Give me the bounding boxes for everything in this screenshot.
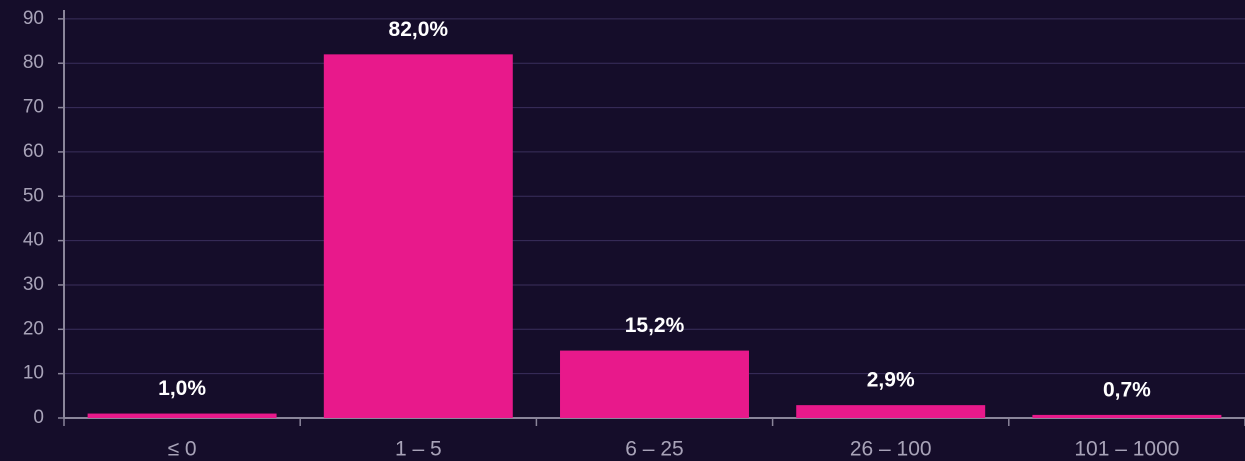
value-label: 1,0% [158, 377, 206, 400]
x-tick-label: 26 – 100 [850, 438, 932, 461]
value-label: 2,9% [867, 369, 915, 392]
y-tick-label: 20 [23, 318, 44, 339]
x-tick-label: 101 – 1000 [1074, 438, 1179, 461]
bar [1032, 414, 1222, 418]
x-tick-label: 1 – 5 [395, 438, 442, 461]
bar [560, 350, 749, 418]
value-label: 82,0% [389, 18, 449, 41]
y-tick-label: 70 [23, 97, 44, 118]
y-tick-label: 80 [23, 52, 44, 73]
value-label: 0,7% [1103, 378, 1151, 401]
x-tick-label: ≤ 0 [168, 438, 197, 461]
bar [87, 413, 277, 418]
y-tick-label: 10 [23, 363, 44, 384]
bar [796, 405, 986, 418]
value-label: 15,2% [625, 314, 685, 337]
y-tick-label: 40 [23, 230, 44, 251]
y-tick-label: 60 [23, 141, 44, 162]
x-tick-label: 6 – 25 [625, 438, 683, 461]
bar [323, 54, 513, 418]
y-tick-label: 0 [33, 407, 44, 428]
y-tick-label: 90 [23, 8, 44, 29]
y-tick-label: 50 [23, 185, 44, 206]
y-tick-label: 30 [23, 274, 44, 295]
